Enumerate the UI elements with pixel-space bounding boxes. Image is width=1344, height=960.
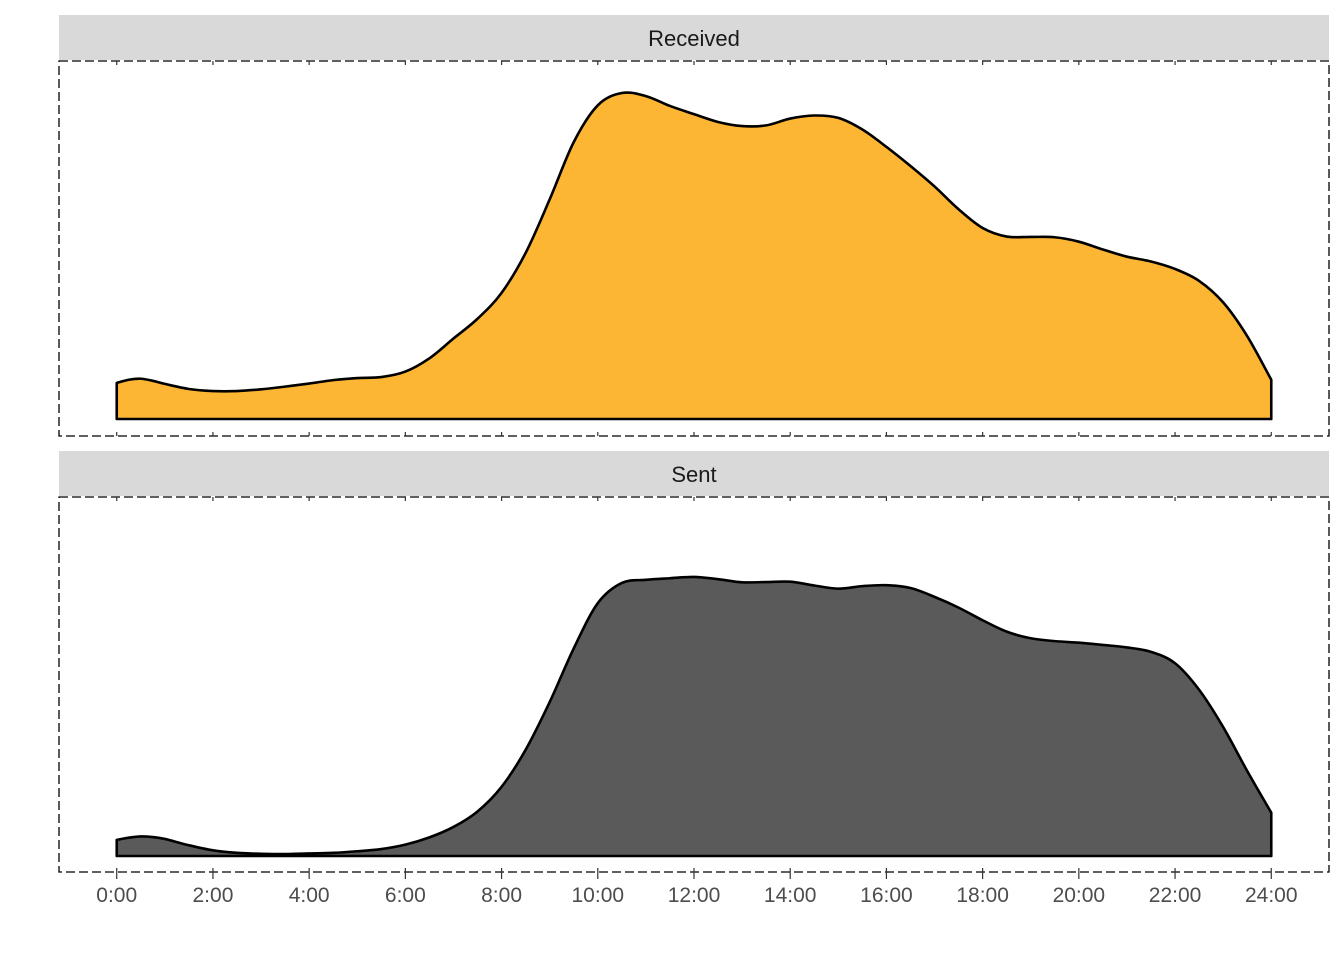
- x-tick-label: 8:00: [481, 884, 522, 907]
- x-tick-label: 20:00: [1053, 884, 1106, 907]
- facet-label-received: Received: [648, 26, 740, 51]
- x-tick-label: 18:00: [956, 884, 1009, 907]
- x-tick-label: 16:00: [860, 884, 913, 907]
- x-tick-label: 10:00: [572, 884, 625, 907]
- facet-label-sent: Sent: [671, 462, 716, 487]
- x-axis: 0:00 2:00 4:00 6:00 8:00 10:00 12:00 14:00 16:00…: [96, 872, 1298, 907]
- density-area-sent: [115, 575, 1273, 858]
- x-tick-label: 4:00: [289, 884, 330, 907]
- x-tick-label: 14:00: [764, 884, 817, 907]
- facet-sent: Sent: [58, 451, 1330, 873]
- x-tick-label: 22:00: [1149, 884, 1202, 907]
- x-tick-label: 6:00: [385, 884, 426, 907]
- x-tick-label: 0:00: [96, 884, 137, 907]
- facet-strip-sent: [59, 451, 1329, 496]
- facet-strip-received: [59, 15, 1329, 60]
- x-tick-label: 24:00: [1245, 884, 1298, 907]
- density-area-received: [115, 91, 1273, 421]
- x-tick-label: 12:00: [668, 884, 721, 907]
- facet-received: Received: [58, 15, 1330, 437]
- x-tick-label: 2:00: [193, 884, 234, 907]
